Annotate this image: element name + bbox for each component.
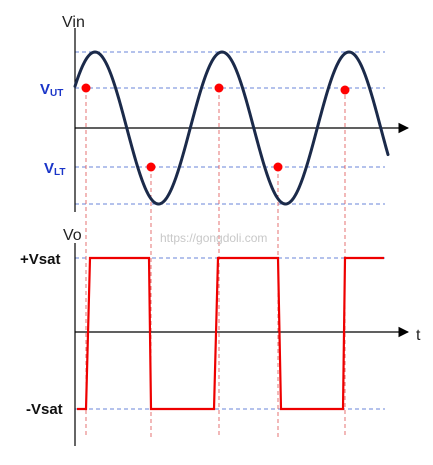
top-guides xyxy=(75,51,385,205)
upper-threshold-label: VUT xyxy=(40,81,63,99)
top-axes xyxy=(74,28,410,212)
marker-lower-2 xyxy=(273,162,283,172)
time-axis-label: t xyxy=(416,327,421,344)
marker-lower-1 xyxy=(146,162,156,172)
bottom-axes xyxy=(74,243,410,446)
upper-threshold-sub: UT xyxy=(50,88,63,99)
input-sine-wave xyxy=(73,50,390,206)
lower-threshold-sub: LT xyxy=(54,167,65,178)
vo-axis-label: Vo xyxy=(63,227,82,244)
output-square-wave xyxy=(77,256,384,411)
low-level-label: -Vsat xyxy=(26,401,63,418)
bottom-guides xyxy=(75,257,385,410)
lower-threshold-main: V xyxy=(44,160,54,177)
lower-threshold-label: VLT xyxy=(44,160,66,178)
vin-axis-label: Vin xyxy=(62,14,85,31)
marker-upper-1 xyxy=(81,83,91,93)
crossing-markers xyxy=(81,83,350,172)
marker-upper-3 xyxy=(340,85,350,95)
marker-upper-2 xyxy=(214,83,224,93)
upper-threshold-main: V xyxy=(40,81,50,98)
watermark-text: https://gongdoli.com xyxy=(160,231,267,245)
high-level-label: +Vsat xyxy=(20,251,60,268)
